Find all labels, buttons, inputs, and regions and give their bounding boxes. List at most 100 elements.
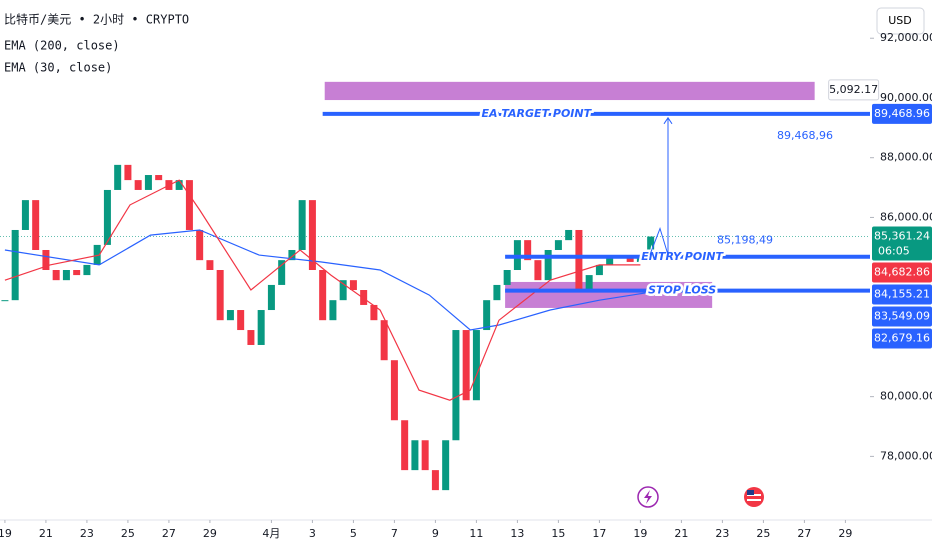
candle: [196, 229, 204, 261]
candle: [606, 255, 614, 265]
header: 比特币/美元 • 2小时 • CRYPTO: [4, 12, 189, 27]
y-tick-label: 88,000.00: [880, 151, 932, 164]
candle: [114, 164, 122, 190]
x-tick-label: 15: [551, 527, 565, 540]
y-tick-label: 92,000.00: [880, 31, 932, 44]
candle: [565, 229, 573, 241]
plot: EA TARGET POINT 89,468,96 ENTRY POINT 85,19…: [0, 81, 870, 491]
zone-label: 5,092.17: [829, 83, 878, 96]
x-tick-label: 19: [0, 527, 12, 540]
candle: [83, 264, 91, 276]
candle: [73, 270, 81, 276]
zone: [324, 81, 815, 101]
x-tick-label: 25: [121, 527, 135, 540]
price-line-label: ENTRY POINT: [641, 250, 724, 263]
candle: [431, 470, 439, 491]
x-tick-label: 13: [510, 527, 524, 540]
candle: [298, 200, 306, 250]
candle: [319, 270, 327, 321]
icon-lightning[interactable]: [637, 486, 659, 508]
price-line-label: EA TARGET POINT: [482, 107, 593, 120]
price-tag: [872, 226, 932, 261]
price-tag-label: 85,361.24: [874, 230, 930, 243]
x-tick-label: 29: [838, 527, 852, 540]
candle: [237, 310, 245, 331]
zone-label-box: [828, 79, 880, 101]
y-tick-label: 78,000.00: [880, 449, 932, 462]
candle: [452, 330, 460, 441]
legend-ema200: EMA (200, close): [4, 39, 120, 53]
candle: [493, 284, 501, 301]
candle: [52, 270, 60, 281]
candle: [206, 260, 214, 271]
price-tag-label: 84,155.21: [874, 288, 930, 301]
x-tick-label: 11: [469, 527, 483, 540]
price-tag: [872, 262, 932, 283]
currency[interactable]: USD: [888, 14, 912, 27]
candle: [380, 320, 388, 361]
price-tag: [872, 328, 932, 349]
x-tick-label: 9: [432, 527, 439, 540]
candle: [42, 249, 50, 271]
candle: [339, 280, 347, 301]
candle: [216, 270, 224, 321]
icon-flag[interactable]: [744, 487, 764, 507]
candle: [247, 330, 255, 345]
candle: [370, 304, 378, 321]
candle: [544, 249, 552, 281]
candle: [257, 310, 265, 345]
price-tag-label: 82,679.16: [874, 332, 930, 345]
projection: [649, 116, 673, 255]
candle: [421, 440, 429, 471]
candle: [390, 360, 398, 421]
candle: [462, 330, 470, 401]
price-tag: [872, 284, 932, 305]
candle: [11, 229, 19, 301]
candle: [472, 330, 480, 401]
candle: [185, 180, 193, 230]
big-text: 89,468,96: [777, 129, 833, 142]
candle: [585, 275, 593, 291]
x-tick-label: 19: [633, 527, 647, 540]
candle: [483, 300, 491, 331]
x-tick-label: 3: [309, 527, 316, 540]
price-line-label: STOP LOSS: [648, 284, 716, 297]
candle: [267, 284, 275, 311]
candle: [360, 290, 368, 305]
candle: [288, 249, 296, 261]
candle: [534, 260, 542, 281]
y-tick-label: 80,000.00: [880, 390, 932, 403]
x-tick-label: 5: [350, 527, 357, 540]
ema-line: [4, 179, 641, 401]
ema-line: [4, 229, 651, 331]
y-tick-label: 90,000.00: [880, 91, 932, 104]
price-tag: [872, 103, 932, 124]
candle: [103, 189, 111, 245]
candle: [32, 200, 40, 250]
candle: [308, 200, 316, 271]
x-tick-label: 21: [674, 527, 688, 540]
x-tick-label: 27: [797, 527, 811, 540]
candle: [21, 200, 29, 230]
candle: [401, 420, 409, 471]
big-text: 85,198,49: [717, 234, 773, 247]
candle: [411, 440, 419, 471]
candle: [144, 175, 152, 190]
legend-ema30: EMA (30, close): [4, 61, 112, 75]
x-tick-label: 23: [715, 527, 729, 540]
candle: [524, 240, 532, 261]
candle: [226, 310, 234, 321]
candle: [134, 180, 142, 190]
candle: [175, 180, 183, 190]
price-tag-label: 83,549.09: [874, 310, 930, 323]
x-tick-label: 21: [39, 527, 53, 540]
candle: [349, 280, 357, 291]
candle: [554, 240, 562, 250]
candle: [62, 270, 70, 281]
candle: [278, 260, 286, 285]
currency-box[interactable]: [876, 7, 925, 35]
candle: [575, 229, 583, 291]
candle: [595, 264, 603, 276]
